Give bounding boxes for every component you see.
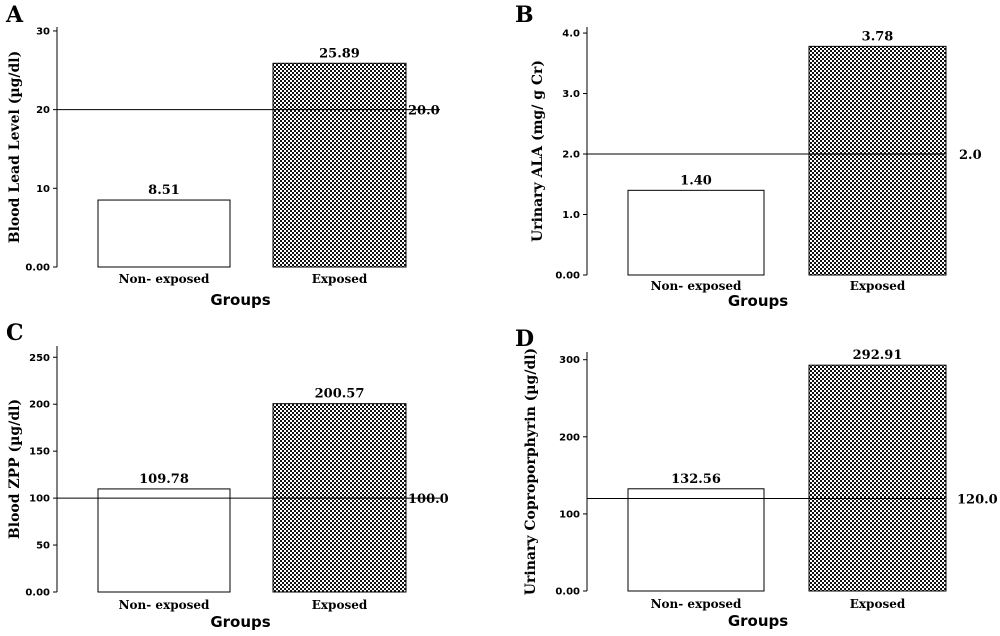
bar-non-exposed bbox=[627, 488, 765, 592]
y-tick-label: 250 bbox=[29, 353, 50, 364]
bar-value-label: 132.56 bbox=[671, 472, 721, 487]
y-tick-label: 10 bbox=[36, 184, 50, 195]
y-tick-label: 0.00 bbox=[25, 588, 50, 599]
y-axis-label: Blood ZPP (µg/dl) bbox=[7, 399, 23, 539]
panel-b: B Urinary ALA (mg/ g Cr) 0.00 1.0 2.0 3.0 4.0 1… bbox=[515, 2, 982, 310]
y-tick-label: 100 bbox=[29, 494, 50, 505]
x-axis-label: Groups bbox=[728, 612, 788, 630]
y-tick-label: 200 bbox=[29, 400, 50, 411]
y-tick-label: 150 bbox=[29, 447, 50, 458]
y-tick-label: 3.0 bbox=[562, 89, 580, 100]
bar-exposed bbox=[272, 62, 407, 268]
reference-line-label: 120.0 bbox=[957, 492, 998, 507]
y-axis-label: Urinary Coproporphyrin (µg/dl) bbox=[523, 348, 539, 595]
panel-c: C Blood ZPP (µg/dl) 0.00 50 100 150 200 250 109.… bbox=[6, 320, 449, 631]
category-label: Exposed bbox=[312, 272, 368, 286]
y-axis-label: Urinary ALA (mg/ g Cr) bbox=[530, 60, 546, 242]
y-tick-label: 0.00 bbox=[25, 263, 50, 274]
reference-line-label: 2.0 bbox=[959, 148, 982, 163]
x-axis-label: Groups bbox=[728, 292, 788, 310]
bar-value-label: 109.78 bbox=[139, 472, 189, 487]
category-label: Non- exposed bbox=[651, 279, 742, 293]
bar-value-label: 3.78 bbox=[862, 29, 894, 44]
panel-letter: C bbox=[6, 320, 24, 346]
y-tick-label: 20 bbox=[36, 105, 50, 116]
y-tick-label: 50 bbox=[36, 541, 50, 552]
bar-value-label: 8.51 bbox=[148, 183, 180, 198]
bar-value-label: 25.89 bbox=[319, 46, 360, 61]
y-axis-label: Blood Lead Level (µg/dl) bbox=[7, 51, 23, 243]
bar-non-exposed bbox=[97, 199, 231, 268]
reference-line-label: 20.0 bbox=[408, 104, 440, 119]
bar-exposed bbox=[808, 364, 947, 592]
panel-a: A Blood Lead Level (µg/dl) 0.00 10 20 30 8.51 N… bbox=[5, 2, 440, 309]
panel-letter: D bbox=[515, 326, 534, 352]
panel-letter: B bbox=[515, 2, 534, 28]
bar-non-exposed bbox=[97, 488, 231, 593]
bar-value-label: 292.91 bbox=[853, 348, 903, 363]
category-label: Exposed bbox=[850, 279, 906, 293]
category-label: Non- exposed bbox=[119, 598, 210, 612]
y-tick-label: 0.00 bbox=[555, 587, 580, 598]
y-tick-label: 30 bbox=[36, 26, 50, 37]
bar-value-label: 200.57 bbox=[315, 387, 365, 402]
x-axis-label: Groups bbox=[210, 291, 270, 309]
category-label: Non- exposed bbox=[651, 597, 742, 611]
reference-line-label: 100.0 bbox=[408, 492, 449, 507]
x-axis-label: Groups bbox=[210, 613, 270, 631]
y-tick-label: 0.00 bbox=[555, 271, 580, 282]
category-label: Exposed bbox=[312, 598, 368, 612]
category-label: Exposed bbox=[850, 597, 906, 611]
y-tick-label: 200 bbox=[559, 432, 580, 443]
y-tick-label: 2.0 bbox=[562, 150, 580, 161]
y-tick-label: 4.0 bbox=[562, 29, 580, 40]
bar-non-exposed bbox=[627, 189, 765, 276]
y-tick-label: 100 bbox=[559, 509, 580, 520]
y-tick-label: 1.0 bbox=[562, 210, 580, 221]
bar-exposed bbox=[808, 45, 947, 276]
panel-letter: A bbox=[5, 2, 24, 28]
category-label: Non- exposed bbox=[119, 272, 210, 286]
bar-value-label: 1.40 bbox=[680, 173, 712, 188]
y-tick-label: 300 bbox=[559, 355, 580, 366]
